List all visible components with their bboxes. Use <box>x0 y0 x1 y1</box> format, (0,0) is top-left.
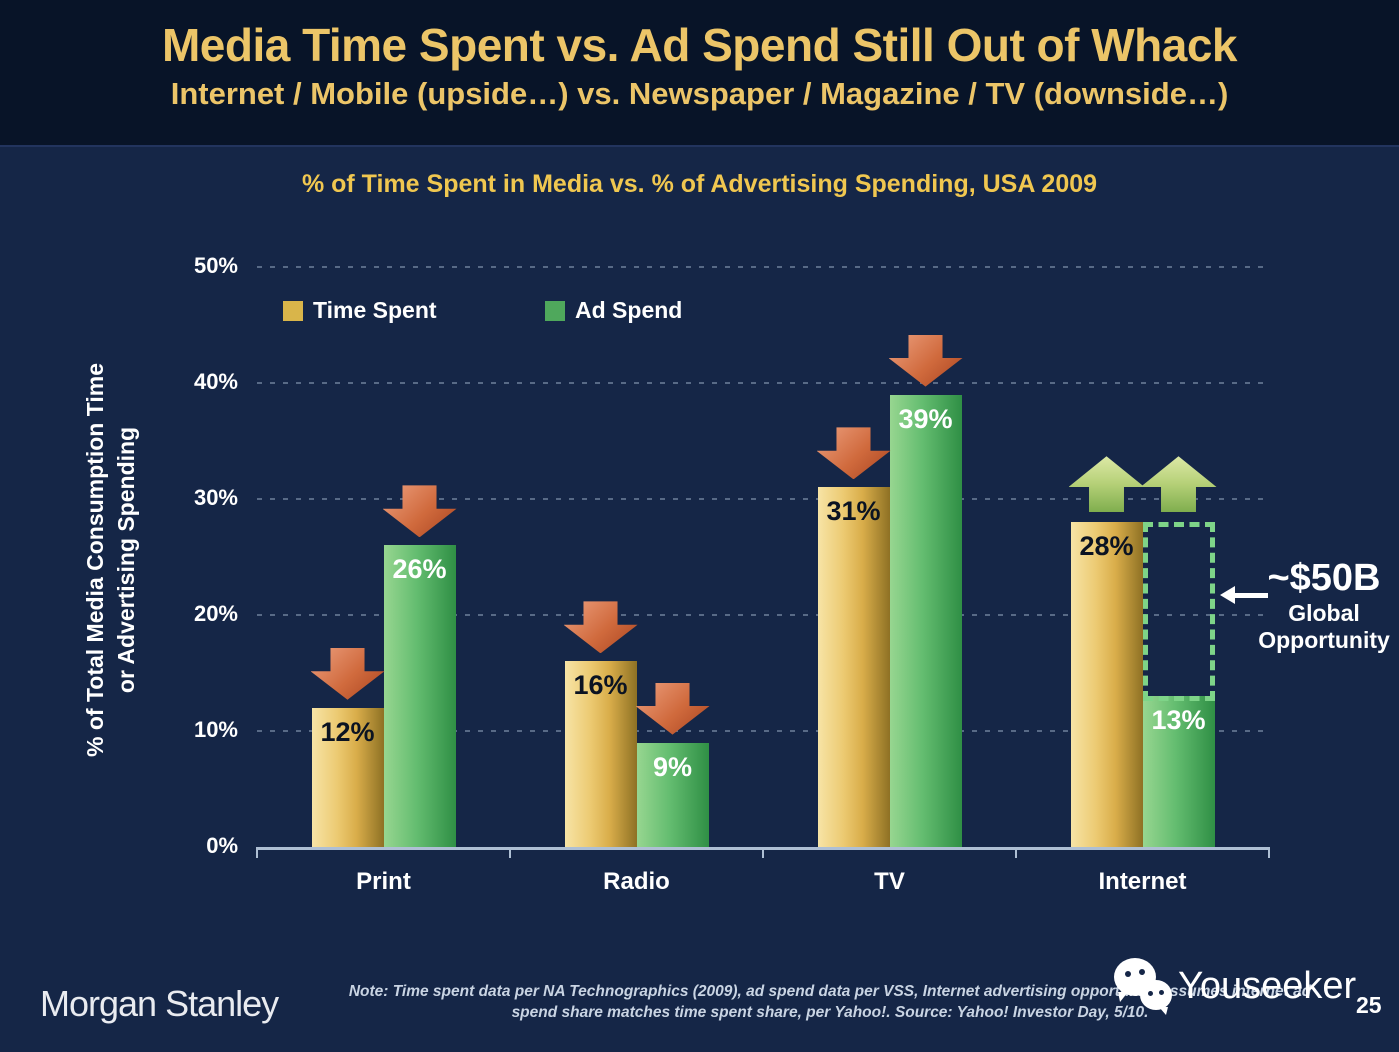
value-label-print-time-spent: 12% <box>320 716 375 747</box>
legend-item-ad-spend: Ad Spend <box>545 297 682 324</box>
watermark: Youseeker <box>1112 956 1356 1016</box>
value-label-internet-time-spent: 28% <box>1079 531 1134 562</box>
title-band <box>0 0 1399 145</box>
bar-internet-time-spent <box>1070 522 1143 847</box>
slide-subtitle: Internet / Mobile (upside…) vs. Newspape… <box>170 76 1229 111</box>
y-tick-label-0%: 0% <box>206 833 238 858</box>
opportunity-value: ~$50B <box>1267 557 1381 599</box>
bar-internet-ad-spend <box>1142 696 1215 847</box>
bar-radio-time-spent <box>564 661 637 847</box>
slide-title: Media Time Spent vs. Ad Spend Still Out … <box>161 19 1238 71</box>
content-band <box>0 145 1399 1052</box>
morgan-stanley-logo: Morgan Stanley <box>40 983 279 1024</box>
y-axis-title-line2: or Advertising Spending <box>113 426 139 694</box>
opportunity-callout: ~$50B Global Opportunity <box>1250 556 1398 654</box>
value-label-radio-time-spent: 16% <box>573 670 628 701</box>
footnote: Note: Time spent data per NA Technograph… <box>300 981 1360 1023</box>
y-axis-title: % of Total Media Consumption Time or Adv… <box>80 300 144 820</box>
y-tick-label-50%: 50% <box>193 253 238 278</box>
x-axis-tick <box>256 847 258 858</box>
value-label-radio-ad-spend: 9% <box>652 751 693 782</box>
legend-label-ad-spend: Ad Spend <box>575 297 683 323</box>
opportunity-dotted-box <box>1142 522 1215 702</box>
y-tick-label-40%: 40% <box>193 369 238 394</box>
x-axis-tick <box>509 847 511 858</box>
bar-print-ad-spend <box>383 545 456 847</box>
bar-radio-ad-spend <box>636 742 709 847</box>
category-label-print: Print <box>356 868 411 895</box>
x-axis-tick <box>1268 847 1270 858</box>
gridline-10% <box>257 730 1269 732</box>
y-axis-title-line1: % of Total Media Consumption Time <box>82 363 108 757</box>
time-spent-swatch-icon <box>283 300 303 321</box>
gridline-20% <box>257 614 1269 616</box>
gridline-50% <box>257 266 1269 268</box>
y-tick-label-30%: 30% <box>193 485 238 510</box>
footnote-line2: spend share matches time spent share, pe… <box>511 1004 1149 1021</box>
gridline-30% <box>257 498 1269 500</box>
x-axis-tick <box>762 847 764 858</box>
ad-spend-swatch-icon <box>545 300 565 321</box>
category-label-radio: Radio <box>603 868 670 895</box>
category-label-tv: TV <box>874 868 905 895</box>
wechat-icon <box>1112 956 1176 1016</box>
y-tick-label-20%: 20% <box>193 601 238 626</box>
y-tick-label-10%: 10% <box>193 717 238 742</box>
chart-title: % of Time Spent in Media vs. % of Advert… <box>301 170 1098 198</box>
bar-tv-time-spent <box>817 487 890 847</box>
value-label-internet-ad-spend: 13% <box>1151 705 1206 736</box>
gridline-40% <box>257 382 1269 384</box>
watermark-text: Youseeker <box>1178 964 1357 1007</box>
opportunity-line1: Global <box>1288 600 1360 626</box>
footnote-line1: Note: Time spent data per NA Technograph… <box>348 983 1312 1000</box>
opportunity-line2: Opportunity <box>1258 627 1390 653</box>
left-arrow-icon <box>1220 586 1268 604</box>
bar-print-time-spent <box>311 707 384 847</box>
value-label-tv-ad-spend: 39% <box>898 403 953 434</box>
x-axis-tick <box>1015 847 1017 858</box>
page-number: 25 <box>1356 992 1382 1018</box>
legend-item-time-spent: Time Spent <box>283 297 437 324</box>
bar-tv-ad-spend <box>889 394 962 847</box>
category-label-internet: Internet <box>1098 868 1187 895</box>
value-label-tv-time-spent: 31% <box>826 496 881 527</box>
legend-label-time-spent: Time Spent <box>313 297 437 323</box>
value-label-print-ad-spend: 26% <box>392 554 447 585</box>
